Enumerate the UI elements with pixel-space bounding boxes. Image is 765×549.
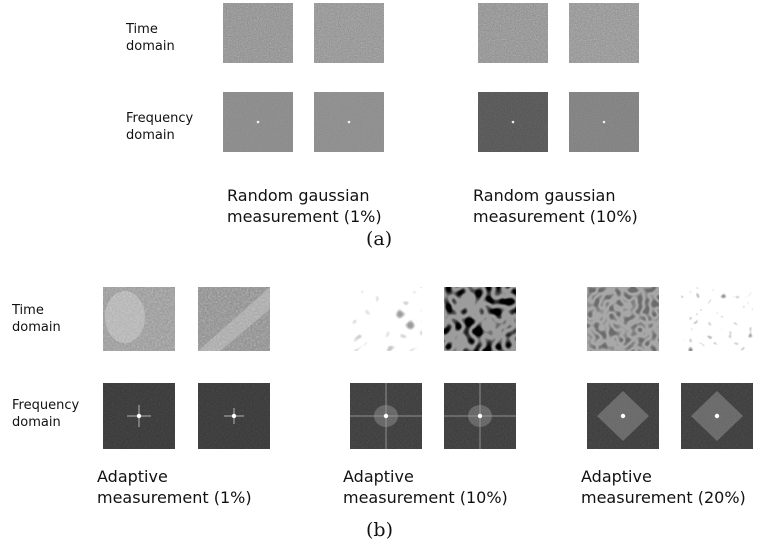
panel-b-time-label-line2: domain [12,320,61,335]
panel-a-caption-1-line2: measurement (1%) [227,207,382,226]
panel-a-time-label-line1: Time [126,22,158,37]
panel-b-g2-time-image-2 [444,287,516,351]
panel-a-frequency-label-line1: Frequency [126,111,194,126]
panel-a-g1-time-image-2 [314,3,384,63]
panel-a-g2-frequency-image-1 [478,92,548,152]
panel-a-time-label: Time domain [126,21,175,55]
panel-b-caption-2-line2: measurement (10%) [343,488,508,507]
panel-a-g1-frequency-image-2 [314,92,384,152]
panel-a-sublabel: (a) [366,228,393,250]
panel-b-caption-1: Adaptive measurement (1%) [97,466,252,508]
panel-b-g1-time-image-1 [103,287,175,351]
panel-b-sublabel: (b) [366,519,393,541]
panel-b-g3-time-image-2 [681,287,753,351]
panel-b-g2-frequency-image-1 [350,383,422,449]
panel-b-caption-3: Adaptive measurement (20%) [581,466,746,508]
panel-a-caption-2-line1: Random gaussian [473,186,616,205]
panel-b-g1-frequency-image-2 [198,383,270,449]
panel-a-caption-1: Random gaussian measurement (1%) [227,185,382,227]
panel-b-caption-1-line1: Adaptive [97,467,168,486]
panel-b-g1-time-image-2 [198,287,270,351]
panel-a-g1-frequency-image-1 [223,92,293,152]
panel-a-caption-1-line1: Random gaussian [227,186,370,205]
panel-b-frequency-label: Frequency domain [12,397,79,431]
panel-a-caption-2: Random gaussian measurement (10%) [473,185,638,227]
panel-b-g1-frequency-image-1 [103,383,175,449]
panel-a-g1-time-image-1 [223,3,293,63]
panel-b-caption-3-line2: measurement (20%) [581,488,746,507]
panel-b-frequency-label-line1: Frequency [12,398,80,413]
panel-b-frequency-label-line2: domain [12,415,61,430]
panel-b-time-label-line1: Time [12,303,44,318]
panel-b-g3-time-image-1 [587,287,659,351]
panel-b-g2-time-image-1 [350,287,422,351]
panel-a-g2-time-image-2 [569,3,639,63]
panel-b-g2-frequency-image-2 [444,383,516,449]
panel-a-frequency-label-line2: domain [126,128,175,143]
panel-a-frequency-label: Frequency domain [126,110,193,144]
panel-b-caption-2-line1: Adaptive [343,467,414,486]
panel-a-caption-2-line2: measurement (10%) [473,207,638,226]
panel-a-time-label-line2: domain [126,39,175,54]
panel-b-caption-1-line2: measurement (1%) [97,488,252,507]
panel-b-time-label: Time domain [12,302,61,336]
panel-b-caption-2: Adaptive measurement (10%) [343,466,508,508]
panel-b-g3-frequency-image-2 [681,383,753,449]
panel-a-g2-frequency-image-2 [569,92,639,152]
panel-a-g2-time-image-1 [478,3,548,63]
panel-b-g3-frequency-image-1 [587,383,659,449]
panel-b-caption-3-line1: Adaptive [581,467,652,486]
